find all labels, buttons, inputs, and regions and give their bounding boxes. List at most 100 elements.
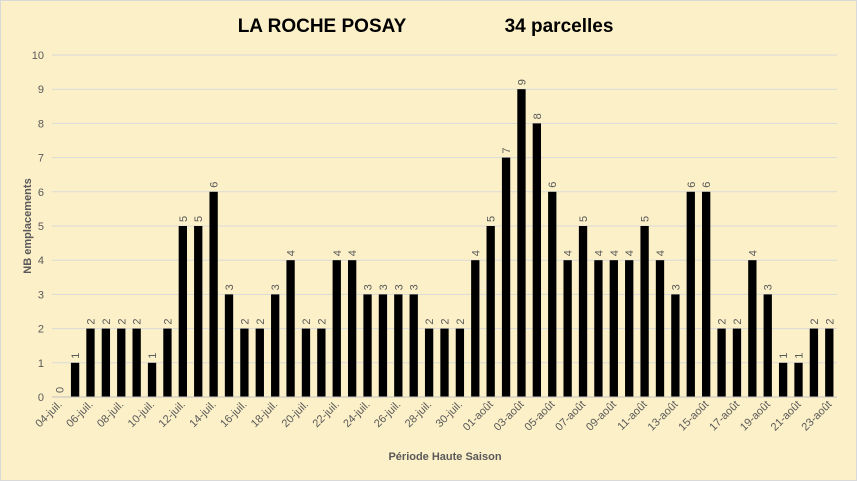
data-label: 4 (593, 250, 605, 256)
bar (732, 328, 742, 397)
y-axis-title: NB emplacements (22, 178, 34, 273)
x-tick-label: 07-août (553, 399, 588, 434)
data-label: 2 (132, 318, 144, 324)
x-tick-label: 10-juil. (126, 399, 157, 430)
data-label: 1 (70, 353, 82, 359)
data-label: 2 (101, 318, 113, 324)
bar (748, 260, 757, 397)
bar (301, 328, 311, 397)
data-label: 5 (178, 216, 190, 222)
bar (286, 260, 295, 397)
bar (363, 294, 372, 397)
data-label: 3 (270, 284, 282, 290)
data-label: 6 (209, 182, 221, 188)
x-tick-label: 28-juil. (403, 399, 434, 430)
data-label: 2 (824, 318, 836, 324)
data-label: 3 (224, 284, 236, 290)
data-label: 4 (609, 250, 621, 256)
x-tick-label: 17-août (707, 399, 742, 434)
x-tick-label: 24-juil. (341, 399, 372, 430)
data-label: 2 (455, 318, 467, 324)
data-label: 2 (440, 318, 452, 324)
x-tick-label: 09-août (584, 399, 619, 434)
data-label: 1 (778, 353, 790, 359)
bar (486, 226, 495, 397)
bar (378, 294, 388, 397)
data-label: 2 (162, 318, 174, 324)
chart-title: LA ROCHE POSAY (238, 16, 407, 37)
data-label: 3 (670, 284, 682, 290)
x-tick-label: 13-août (646, 399, 681, 434)
bar (394, 294, 403, 397)
x-axis-title: Période Haute Saison (388, 451, 501, 463)
bar (240, 328, 249, 397)
bar (809, 328, 819, 397)
data-label: 5 (578, 216, 590, 222)
data-label: 1 (794, 353, 806, 359)
data-label: 2 (239, 318, 251, 324)
data-label: 4 (470, 250, 482, 256)
x-tick-label: 14-juil. (187, 399, 218, 430)
bar (132, 328, 141, 397)
data-label: 4 (347, 250, 359, 256)
bar (317, 328, 326, 397)
bar (455, 328, 465, 397)
x-tick-label: 05-août (522, 399, 557, 434)
bar (825, 328, 834, 397)
y-tick-label: 6 (38, 187, 44, 199)
x-tick-label: 23-août (800, 399, 835, 434)
y-tick-label: 4 (38, 255, 44, 267)
data-label: 2 (85, 318, 97, 324)
x-tick-label: 01-août (461, 399, 496, 434)
data-label: 0 (55, 387, 67, 393)
data-label: 6 (547, 182, 559, 188)
x-tick-label: 26-juil. (372, 399, 403, 430)
data-label: 2 (116, 318, 128, 324)
data-label: 2 (301, 318, 313, 324)
data-label: 3 (363, 284, 375, 290)
chart-subtitle: 34 parcelles (505, 16, 614, 37)
data-label: 5 (640, 216, 652, 222)
bar (640, 226, 649, 397)
data-label: 4 (655, 250, 667, 256)
data-label: 4 (332, 250, 344, 256)
bar (409, 294, 418, 397)
bar (70, 362, 80, 397)
bar (578, 226, 588, 397)
y-tick-label: 2 (38, 324, 44, 336)
bar (224, 294, 234, 397)
bar (147, 362, 157, 397)
data-label: 4 (624, 250, 636, 256)
data-label: 3 (409, 284, 421, 290)
x-tick-label: 18-juil. (249, 399, 280, 430)
bar (609, 260, 618, 397)
bar (347, 260, 357, 397)
bar (625, 260, 634, 397)
x-tick-label: 15-août (676, 399, 711, 434)
bar (563, 260, 572, 397)
data-label: 3 (763, 284, 775, 290)
bar (686, 191, 695, 397)
data-label: 4 (747, 250, 759, 256)
bar (517, 89, 526, 397)
data-label: 3 (378, 284, 390, 290)
data-label: 3 (393, 284, 405, 290)
data-label: 1 (147, 353, 159, 359)
bar (271, 294, 280, 397)
bar (655, 260, 665, 397)
bar (794, 362, 803, 397)
x-tick-label: 22-juil. (310, 399, 341, 430)
y-tick-label: 5 (38, 221, 44, 233)
bar (702, 191, 711, 397)
bar (86, 328, 95, 397)
bar (178, 226, 187, 397)
bar (717, 328, 726, 397)
x-tick-label: 20-juil. (280, 399, 311, 430)
bar (671, 294, 680, 397)
bar (501, 157, 511, 397)
bar (117, 328, 126, 397)
bar (763, 294, 772, 397)
data-label: 2 (424, 318, 436, 324)
y-tick-label: 9 (38, 84, 44, 96)
